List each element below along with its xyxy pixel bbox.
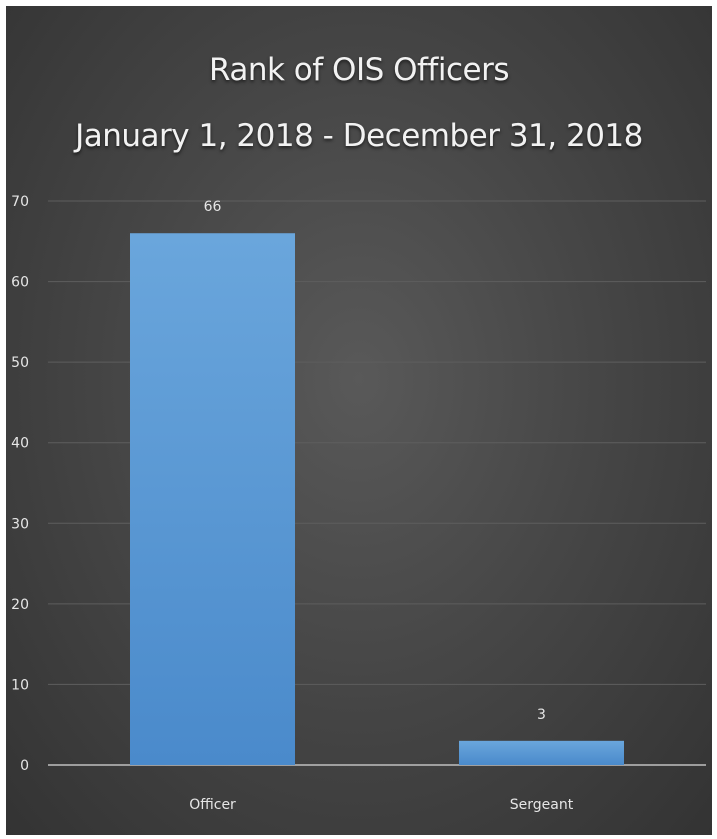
bar-sergeant bbox=[459, 740, 624, 765]
data-label: 3 bbox=[537, 707, 546, 723]
y-tick-label: 20 bbox=[11, 597, 29, 613]
y-tick-label: 70 bbox=[11, 194, 29, 210]
y-tick-label: 60 bbox=[11, 275, 29, 291]
x-tick-label: Sergeant bbox=[510, 797, 574, 813]
chart-subtitle: January 1, 2018 - December 31, 2018 bbox=[75, 118, 643, 154]
y-tick-label: 40 bbox=[11, 436, 29, 452]
x-tick-label: Officer bbox=[189, 797, 236, 813]
y-tick-label: 10 bbox=[11, 677, 29, 693]
bars: 66 3 bbox=[130, 199, 624, 765]
plot-area: 0 10 20 30 40 50 60 70 66 3 Officer Sergeant bbox=[11, 194, 706, 813]
y-tick-label: 50 bbox=[11, 355, 29, 371]
y-tick-label: 30 bbox=[11, 516, 29, 532]
data-label: 66 bbox=[204, 199, 222, 215]
chart-area: Rank of OIS Officers January 1, 2018 - D… bbox=[6, 6, 712, 835]
y-tick-label: 0 bbox=[20, 758, 29, 774]
chart-title: Rank of OIS Officers bbox=[209, 52, 509, 88]
x-axis: Officer Sergeant bbox=[189, 797, 574, 813]
y-axis: 0 10 20 30 40 50 60 70 bbox=[11, 194, 29, 774]
bar-officer bbox=[130, 233, 295, 765]
